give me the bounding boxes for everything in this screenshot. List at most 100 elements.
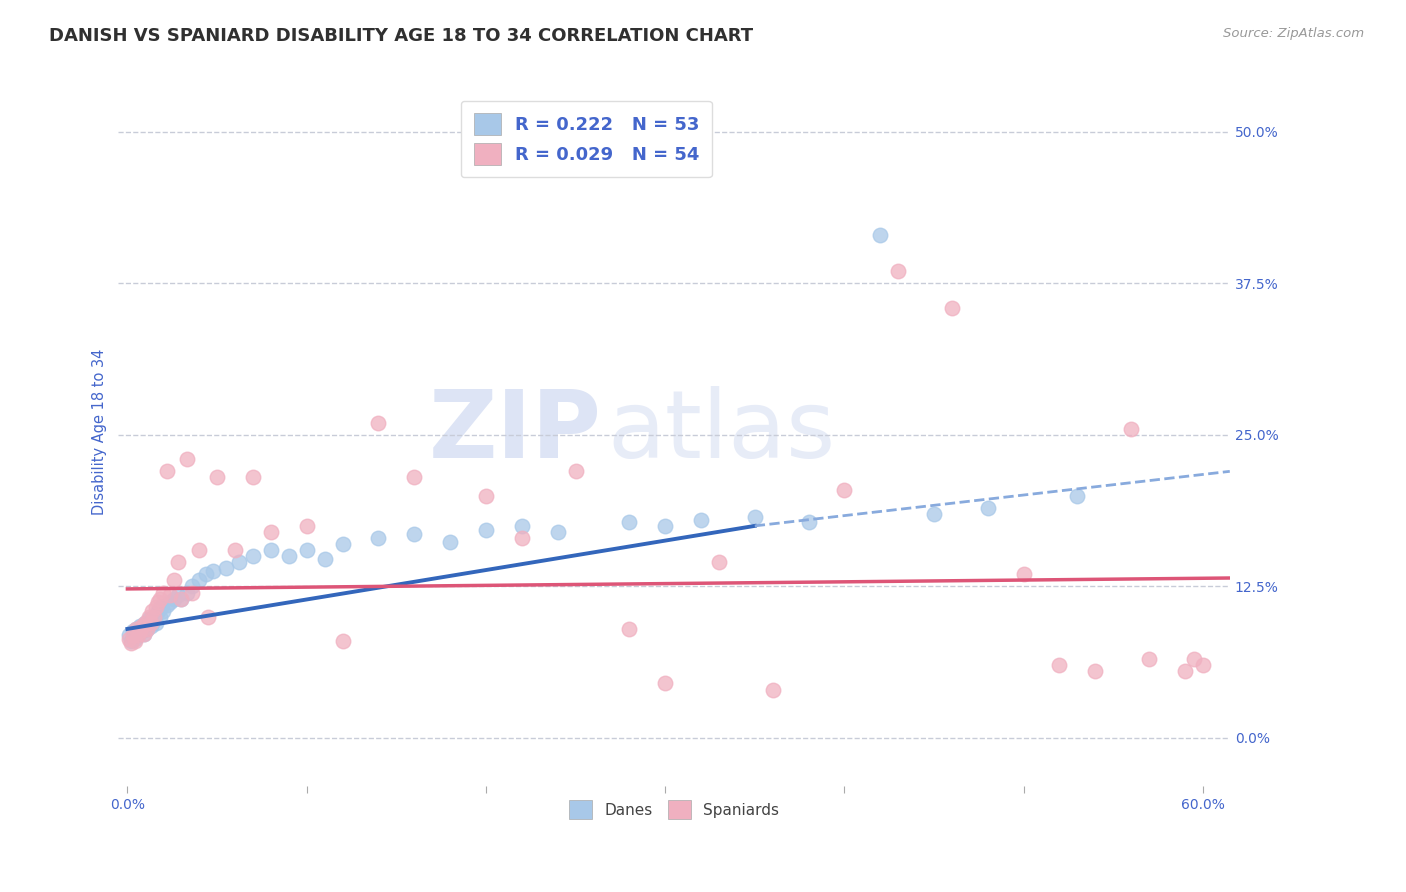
Point bbox=[977, 500, 1000, 515]
Point bbox=[887, 264, 910, 278]
Point bbox=[159, 588, 181, 602]
Point bbox=[156, 598, 179, 612]
Point bbox=[295, 519, 318, 533]
Point bbox=[1174, 665, 1197, 679]
Point bbox=[367, 531, 389, 545]
Point bbox=[139, 615, 162, 630]
Point bbox=[404, 470, 426, 484]
Point bbox=[145, 600, 167, 615]
Point bbox=[260, 524, 283, 539]
Point bbox=[141, 615, 163, 630]
Point bbox=[797, 515, 820, 529]
Point bbox=[1192, 658, 1215, 673]
Point bbox=[707, 555, 730, 569]
Point bbox=[118, 632, 141, 646]
Point bbox=[125, 622, 148, 636]
Point bbox=[124, 634, 146, 648]
Point bbox=[295, 543, 318, 558]
Point bbox=[125, 622, 148, 636]
Point bbox=[146, 604, 169, 618]
Point bbox=[138, 609, 160, 624]
Point bbox=[242, 470, 264, 484]
Point bbox=[1012, 567, 1035, 582]
Point bbox=[136, 622, 159, 636]
Point bbox=[129, 619, 152, 633]
Point bbox=[744, 510, 766, 524]
Point bbox=[228, 555, 250, 569]
Text: Source: ZipAtlas.com: Source: ZipAtlas.com bbox=[1223, 27, 1364, 40]
Point bbox=[439, 534, 461, 549]
Point bbox=[141, 604, 163, 618]
Point bbox=[188, 543, 211, 558]
Point bbox=[869, 227, 891, 242]
Text: ZIP: ZIP bbox=[429, 386, 602, 478]
Point bbox=[510, 531, 533, 545]
Point bbox=[166, 555, 188, 569]
Point bbox=[149, 609, 172, 624]
Point bbox=[277, 549, 299, 564]
Point bbox=[152, 585, 174, 599]
Point bbox=[332, 634, 354, 648]
Point bbox=[404, 527, 426, 541]
Point bbox=[619, 515, 641, 529]
Point bbox=[121, 624, 143, 639]
Point bbox=[132, 626, 155, 640]
Point bbox=[143, 609, 166, 624]
Point bbox=[260, 543, 283, 558]
Point bbox=[188, 574, 211, 588]
Point bbox=[120, 636, 142, 650]
Point bbox=[195, 567, 218, 582]
Point bbox=[152, 604, 174, 618]
Point bbox=[176, 452, 198, 467]
Point bbox=[118, 628, 141, 642]
Point bbox=[1121, 422, 1143, 436]
Point bbox=[138, 612, 160, 626]
Point bbox=[1084, 665, 1107, 679]
Point bbox=[129, 624, 152, 639]
Point bbox=[367, 416, 389, 430]
Point bbox=[132, 626, 155, 640]
Point bbox=[690, 513, 713, 527]
Text: atlas: atlas bbox=[607, 386, 835, 478]
Point bbox=[121, 628, 143, 642]
Point bbox=[619, 622, 641, 636]
Point bbox=[163, 591, 186, 606]
Point bbox=[124, 632, 146, 646]
Point bbox=[215, 561, 238, 575]
Point bbox=[120, 634, 142, 648]
Point bbox=[156, 464, 179, 478]
Y-axis label: Disability Age 18 to 34: Disability Age 18 to 34 bbox=[93, 349, 107, 516]
Point bbox=[1049, 658, 1071, 673]
Point bbox=[922, 507, 945, 521]
Point bbox=[242, 549, 264, 564]
Point bbox=[224, 543, 246, 558]
Point bbox=[941, 301, 963, 315]
Point bbox=[127, 628, 149, 642]
Point bbox=[149, 591, 172, 606]
Point bbox=[170, 591, 193, 606]
Point bbox=[131, 624, 153, 639]
Point bbox=[510, 519, 533, 533]
Point bbox=[475, 489, 498, 503]
Point bbox=[1182, 652, 1205, 666]
Point bbox=[131, 619, 153, 633]
Point bbox=[166, 588, 188, 602]
Point bbox=[834, 483, 856, 497]
Point bbox=[762, 682, 785, 697]
Point bbox=[170, 591, 193, 606]
Point bbox=[1066, 489, 1088, 503]
Point bbox=[181, 585, 204, 599]
Point bbox=[127, 628, 149, 642]
Point bbox=[332, 537, 354, 551]
Point bbox=[564, 464, 586, 478]
Point bbox=[547, 524, 569, 539]
Point bbox=[159, 595, 181, 609]
Legend: Danes, Spaniards: Danes, Spaniards bbox=[562, 794, 785, 825]
Point bbox=[202, 564, 225, 578]
Point bbox=[181, 580, 204, 594]
Point bbox=[134, 615, 156, 630]
Point bbox=[139, 619, 162, 633]
Point bbox=[163, 574, 186, 588]
Point bbox=[205, 470, 228, 484]
Point bbox=[1137, 652, 1160, 666]
